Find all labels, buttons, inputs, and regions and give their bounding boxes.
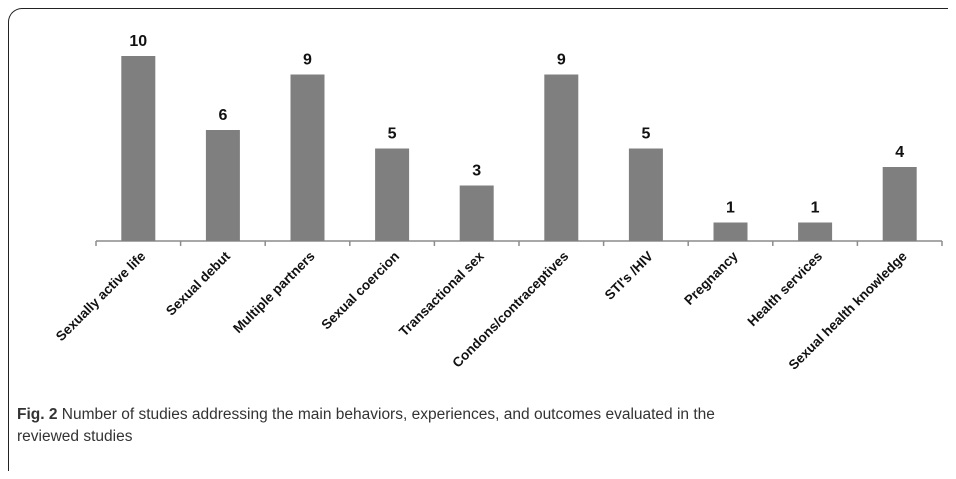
category-label: Sexual debut	[163, 248, 233, 318]
category-label: Multiple partners	[230, 249, 318, 337]
figure-caption: Fig. 2 Number of studies addressing the …	[17, 404, 777, 448]
bar	[290, 74, 325, 241]
data-label: 4	[895, 144, 904, 161]
bar	[544, 74, 579, 241]
data-label: 3	[472, 163, 481, 180]
bar	[375, 148, 410, 241]
data-label: 1	[811, 200, 820, 217]
figure-frame	[8, 8, 948, 471]
bar	[882, 167, 917, 241]
data-label: 10	[129, 33, 147, 50]
category-label: Transactional sex	[396, 248, 487, 339]
bar-chart: 10 Sexually active life 6 Sexual debut 9 Mult…	[53, 33, 943, 373]
caption-text: Number of studies addressing the main be…	[17, 406, 715, 445]
caption-label: Fig. 2	[17, 406, 58, 423]
category-label: Sexual coercion	[318, 249, 402, 333]
data-label: 9	[557, 52, 566, 69]
bar	[713, 222, 748, 241]
data-label: 9	[303, 52, 312, 69]
data-label: 5	[641, 126, 650, 143]
category-label: STI's /HIV	[602, 249, 656, 303]
data-label: 6	[218, 107, 227, 124]
bar	[121, 56, 156, 241]
category-label: Pregnancy	[681, 248, 741, 308]
bar	[205, 130, 240, 241]
bar	[459, 185, 494, 241]
bar	[798, 222, 833, 241]
data-label: 1	[726, 200, 735, 217]
category-label: Health services	[745, 249, 826, 330]
bar	[628, 148, 663, 241]
data-label: 5	[388, 126, 397, 143]
category-label: Sexually active life	[53, 248, 149, 344]
